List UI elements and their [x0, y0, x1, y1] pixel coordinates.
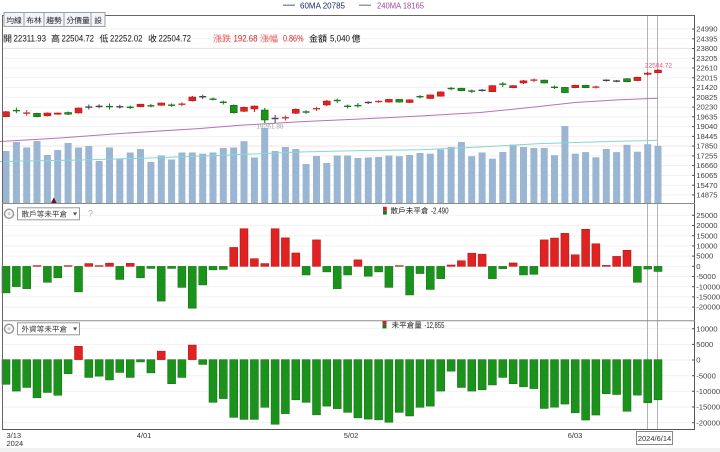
svg-text:25000: 25000 — [696, 211, 717, 220]
svg-text:24395: 24395 — [696, 34, 717, 43]
svg-text:192.68: 192.68 — [234, 34, 258, 45]
svg-text:240MA 18165: 240MA 18165 — [377, 2, 425, 11]
svg-text:0: 0 — [696, 262, 700, 271]
svg-text:5/02: 5/02 — [344, 431, 359, 440]
svg-text:?: ? — [88, 209, 93, 219]
svg-text:6/03: 6/03 — [568, 431, 583, 440]
svg-text:-12,855: -12,855 — [424, 321, 444, 330]
svg-text:22252.02: 22252.02 — [110, 34, 143, 45]
svg-text:24990: 24990 — [696, 25, 717, 34]
svg-text:19040: 19040 — [696, 122, 717, 131]
svg-text:22504.72: 22504.72 — [62, 34, 95, 45]
svg-text:18445: 18445 — [696, 132, 717, 141]
svg-text:5,040: 5,040 — [330, 34, 350, 45]
svg-text:19635: 19635 — [696, 112, 717, 121]
svg-text:17850: 17850 — [696, 142, 717, 151]
svg-text:5000: 5000 — [696, 252, 713, 261]
svg-text:21420: 21420 — [696, 83, 717, 92]
svg-text:23800: 23800 — [696, 44, 717, 53]
svg-text:-20000: -20000 — [696, 418, 720, 427]
svg-text:22504.72: 22504.72 — [645, 63, 672, 70]
svg-text:60MA 20785: 60MA 20785 — [300, 2, 346, 11]
svg-text:0.86%: 0.86% — [283, 34, 304, 45]
svg-text:2024: 2024 — [7, 439, 24, 448]
svg-text:17255: 17255 — [696, 152, 717, 161]
svg-text:0: 0 — [696, 356, 700, 365]
svg-text:-10000: -10000 — [696, 387, 720, 396]
svg-text:-2.490: -2.490 — [431, 206, 449, 215]
svg-text:-5000: -5000 — [696, 272, 716, 281]
svg-text:19261.88: 19261.88 — [256, 124, 283, 131]
svg-text:16065: 16065 — [696, 171, 717, 180]
svg-text:22610: 22610 — [696, 64, 717, 73]
svg-text:22311.93: 22311.93 — [14, 34, 47, 45]
svg-text:-10000: -10000 — [696, 282, 720, 291]
svg-text:15470: 15470 — [696, 181, 717, 190]
svg-text:20000: 20000 — [696, 221, 717, 230]
svg-text:22015: 22015 — [696, 73, 717, 82]
svg-text:20825: 20825 — [696, 93, 717, 102]
svg-text:10000: 10000 — [696, 242, 717, 251]
svg-text:20230: 20230 — [696, 103, 717, 112]
svg-text:4/01: 4/01 — [137, 431, 152, 440]
svg-text:2024/6/14: 2024/6/14 — [638, 434, 671, 443]
svg-text:15000: 15000 — [696, 231, 717, 240]
svg-text:3/13: 3/13 — [7, 431, 22, 440]
svg-text:-20000: -20000 — [696, 303, 720, 312]
svg-text:16660: 16660 — [696, 161, 717, 170]
svg-text:-15000: -15000 — [696, 403, 720, 412]
svg-text:22504.72: 22504.72 — [159, 34, 192, 45]
svg-text:23205: 23205 — [696, 54, 717, 63]
svg-text:-5000: -5000 — [696, 371, 716, 380]
svg-text:10000: 10000 — [696, 324, 717, 333]
svg-text:14875: 14875 — [696, 191, 717, 200]
svg-text:-15000: -15000 — [696, 293, 720, 302]
svg-text:5000: 5000 — [696, 340, 713, 349]
